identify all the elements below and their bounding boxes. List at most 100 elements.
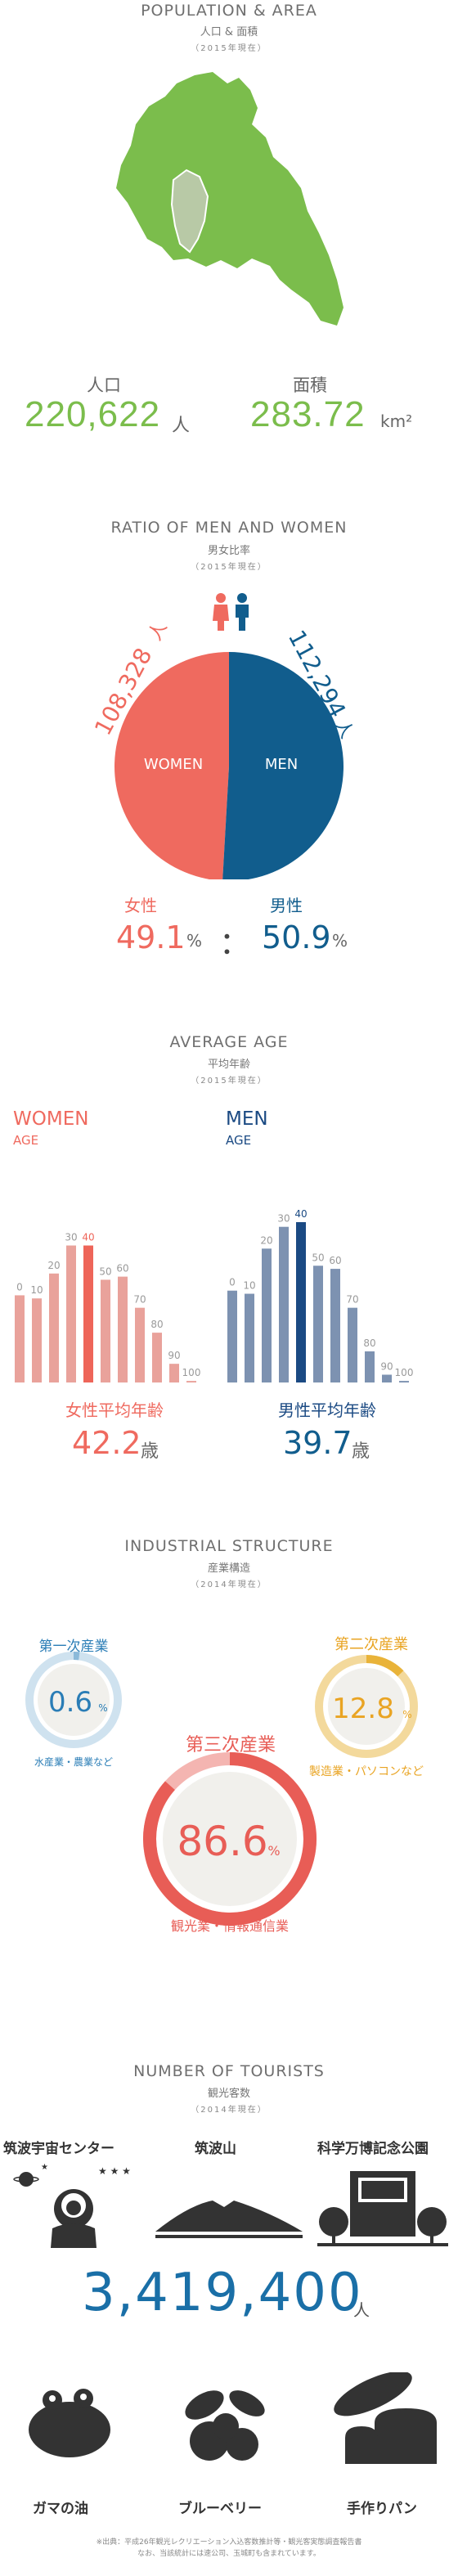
- age-bar-70: [348, 1307, 357, 1382]
- men-pct: 50.9: [262, 919, 331, 955]
- pop-label: 人口: [87, 375, 121, 395]
- women-count-unit: 人: [145, 618, 171, 644]
- age-bar-label-20: 20: [260, 1234, 272, 1246]
- men-pct-unit: %: [332, 931, 348, 951]
- age-bar-100: [186, 1381, 196, 1382]
- age-bar-label-80: 80: [363, 1337, 375, 1349]
- age-bar-label-80: 80: [150, 1319, 163, 1330]
- item3-label: 手作りパン: [347, 2501, 417, 2517]
- man-icon: [236, 593, 249, 631]
- age-bar-label-30: 30: [277, 1213, 290, 1225]
- mountain-icon: [155, 2201, 303, 2238]
- women-pct: 49.1: [116, 919, 186, 955]
- tsukuba-area-shape: [170, 169, 209, 254]
- age-bar-10: [32, 1298, 42, 1382]
- industry-subtitle: 産業構造: [207, 1562, 250, 1575]
- age-bar-label-30: 30: [65, 1232, 77, 1243]
- ibaraki-map-shape: [116, 72, 344, 326]
- age-bar-40: [83, 1245, 93, 1382]
- primary-industry-donut: 第一次産業 0.6 % 水産業・農業など: [25, 1639, 122, 1768]
- age-bar-50: [313, 1266, 323, 1382]
- primary-desc: 水産業・農業など: [34, 1756, 113, 1768]
- svg-text:★ ★ ★: ★ ★ ★: [98, 2165, 131, 2177]
- men-jp-label: 男性: [270, 896, 303, 915]
- age-bar-90: [169, 1364, 179, 1382]
- age-bar-0: [227, 1290, 237, 1382]
- women-pie-slice: [114, 652, 229, 879]
- age-bar-label-100: 100: [182, 1367, 201, 1378]
- age-subtitle: 平均年齢: [207, 1059, 250, 1071]
- blueberry-icon: [185, 2390, 265, 2461]
- area-value: 283.72: [250, 394, 366, 434]
- ratio-title: RATIO OF MEN AND WOMEN: [110, 519, 348, 537]
- men-avg-label: 男性平均年齢: [278, 1400, 376, 1420]
- bread-icon: [334, 2372, 437, 2464]
- age-bar-label-60: 60: [329, 1255, 341, 1266]
- men-chart-title: MEN: [226, 1108, 268, 1130]
- secondary-industry-donut: 第二次産業 12.8 % 製造業・パソコンなど: [309, 1636, 424, 1778]
- toad-icon: [29, 2389, 110, 2457]
- women-pie-label: WOMEN: [144, 756, 203, 773]
- industry-donut-charts: 第一次産業 0.6 % 水産業・農業など 第二次産業 12.8 % 製造業・パソ…: [25, 1636, 424, 1934]
- age-bar-label-40: 40: [294, 1208, 307, 1220]
- ratio-year: （2015年現在）: [191, 563, 267, 572]
- age-bar-0: [15, 1295, 25, 1382]
- age-bar-label-40: 40: [82, 1232, 94, 1243]
- age-bar-80: [365, 1351, 375, 1382]
- age-bar-30: [279, 1226, 289, 1382]
- women-chart-title: WOMEN: [13, 1108, 89, 1130]
- women-avg-label: 女性平均年齢: [65, 1400, 164, 1420]
- age-bar-90: [382, 1374, 392, 1382]
- tertiary-title: 第三次産業: [186, 1735, 276, 1756]
- women-avg-value: 42.2: [72, 1425, 141, 1461]
- tourists-title: NUMBER OF TOURISTS: [133, 2062, 325, 2080]
- source-note-1: ※出典：平成26年観光レクリエーション入込客数推計等・観光客実態調査報告書: [96, 2538, 362, 2547]
- secondary-title: 第二次産業: [335, 1636, 408, 1653]
- secondary-desc: 製造業・パソコンなど: [309, 1765, 424, 1778]
- spot2-label: 筑波山: [195, 2141, 236, 2157]
- item2-label: ブルーベリー: [178, 2501, 262, 2517]
- tourist-spot-icons: ★ ★ ★ ★: [13, 2163, 448, 2248]
- prefecture-map: [116, 72, 344, 326]
- men-pie-label: MEN: [265, 756, 298, 773]
- age-bar-label-50: 50: [99, 1266, 111, 1277]
- age-year: （2015年現在）: [191, 1077, 267, 1086]
- age-bar-label-60: 60: [116, 1263, 128, 1275]
- men-chart-sub: AGE: [226, 1133, 252, 1148]
- women-avg-unit: 歳: [141, 1441, 159, 1462]
- women-pct-unit: %: [186, 931, 203, 951]
- population-subtitle: 人口 & 面積: [200, 26, 258, 38]
- age-bar-label-0: 0: [229, 1277, 236, 1288]
- area-unit: km²: [380, 411, 413, 431]
- age-bar-label-20: 20: [47, 1260, 60, 1271]
- age-title: AVERAGE AGE: [169, 1033, 289, 1051]
- tourists-year: （2014年現在）: [191, 2106, 267, 2115]
- age-bar-80: [152, 1333, 162, 1382]
- souvenir-icons: [29, 2372, 437, 2464]
- ratio-separator: ：: [219, 925, 251, 961]
- area-label: 面積: [293, 375, 327, 395]
- age-bar-60: [118, 1276, 128, 1382]
- age-bar-30: [66, 1245, 76, 1382]
- age-bar-20: [262, 1248, 272, 1382]
- astronaut-icon: ★ ★ ★ ★: [13, 2163, 131, 2248]
- age-bar-60: [330, 1269, 340, 1382]
- men-avg-unit: 歳: [352, 1441, 370, 1462]
- age-bar-label-10: 10: [30, 1284, 43, 1296]
- tertiary-unit: %: [267, 1843, 280, 1859]
- pop-value: 220,622: [25, 394, 161, 434]
- tertiary-value: 86.6: [177, 1818, 267, 1865]
- age-bar-label-70: 70: [133, 1294, 146, 1306]
- men-avg-value: 39.7: [283, 1425, 352, 1461]
- spot3-label: 科学万博記念公園: [317, 2141, 429, 2157]
- tourists-subtitle: 観光客数: [207, 2088, 250, 2100]
- age-bar-label-100: 100: [395, 1367, 414, 1378]
- age-bar-100: [399, 1381, 409, 1382]
- spot1-label: 筑波宇宙センター: [3, 2141, 114, 2157]
- age-bar-label-50: 50: [312, 1252, 324, 1263]
- tourist-total-unit: 人: [353, 2300, 370, 2320]
- primary-value: 0.6: [48, 1686, 92, 1719]
